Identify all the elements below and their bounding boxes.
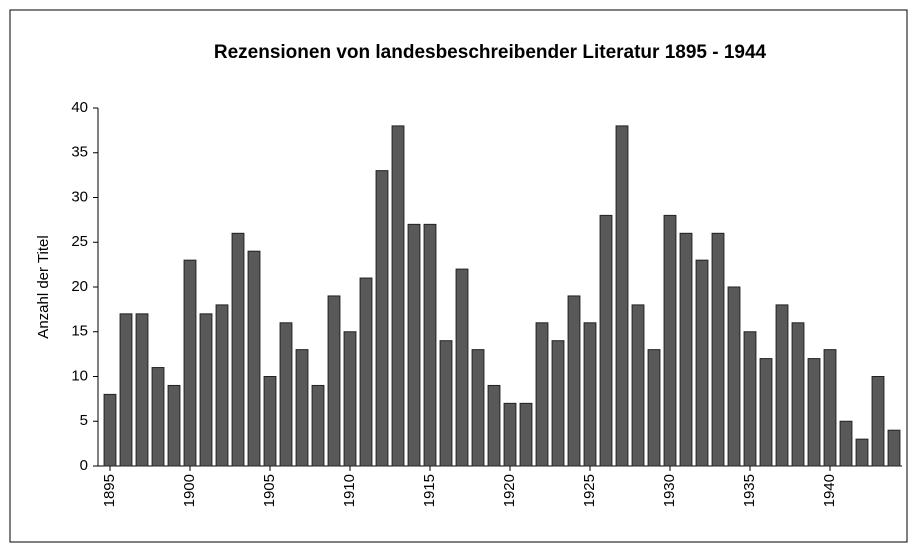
bar (535, 322, 549, 467)
bar (759, 358, 773, 467)
bar (647, 349, 661, 467)
bar (567, 295, 581, 467)
x-tick-label: 1915 (421, 474, 438, 507)
bar (471, 349, 485, 467)
bar (215, 304, 229, 467)
x-tick-label: 1905 (261, 474, 278, 507)
x-tick-label: 1900 (181, 474, 198, 507)
bar (231, 232, 245, 467)
bar (135, 313, 149, 467)
bar (247, 250, 261, 467)
y-tick-label: 15 (71, 323, 88, 340)
bar (423, 223, 437, 467)
bar (615, 125, 629, 467)
bar (631, 304, 645, 467)
bar (519, 402, 533, 467)
bar (439, 340, 453, 467)
bar (151, 367, 165, 467)
bar (727, 286, 741, 467)
y-tick-label: 0 (80, 457, 88, 474)
y-tick-label: 10 (71, 367, 88, 384)
bar (711, 232, 725, 467)
bar (743, 331, 757, 467)
bar (775, 304, 789, 467)
x-tick-label: 1925 (581, 474, 598, 507)
bar (343, 331, 357, 467)
y-tick-label: 25 (71, 233, 88, 250)
y-tick-label: 30 (71, 188, 88, 205)
bar (855, 438, 869, 467)
bar (407, 223, 421, 467)
bar (871, 376, 885, 467)
y-tick-label: 20 (71, 278, 88, 295)
x-tick-label: 1920 (501, 474, 518, 507)
bar (887, 429, 901, 467)
y-tick-label: 40 (71, 99, 88, 116)
bar (183, 259, 197, 467)
bar (823, 349, 837, 467)
bar (807, 358, 821, 467)
bar (295, 349, 309, 467)
bar (391, 125, 405, 467)
bar (311, 384, 325, 467)
bar (599, 214, 613, 467)
bar (663, 214, 677, 467)
bar (103, 393, 117, 467)
bar (119, 313, 133, 467)
y-tick-label: 5 (80, 412, 88, 429)
x-tick-label: 1910 (341, 474, 358, 507)
bar (375, 170, 389, 467)
bar (583, 322, 597, 467)
bar (263, 376, 277, 467)
chart-title: Rezensionen von landesbeschreibender Lit… (214, 42, 767, 63)
bar (279, 322, 293, 467)
bar (167, 384, 181, 467)
bar (679, 232, 693, 467)
bar (359, 277, 373, 467)
bar (839, 420, 853, 467)
y-tick-label: 35 (71, 144, 88, 161)
bar (695, 259, 709, 467)
x-tick-label: 1940 (821, 474, 838, 507)
bar (199, 313, 213, 467)
x-tick-label: 1935 (741, 474, 758, 507)
bar (455, 268, 469, 467)
bar (551, 340, 565, 467)
y-axis-label: Anzahl der Titel (35, 235, 52, 338)
bar (503, 402, 517, 467)
x-tick-label: 1930 (661, 474, 678, 507)
x-tick-label: 1895 (101, 474, 118, 507)
bar (327, 295, 341, 467)
bar (487, 384, 501, 467)
bar (791, 322, 805, 467)
